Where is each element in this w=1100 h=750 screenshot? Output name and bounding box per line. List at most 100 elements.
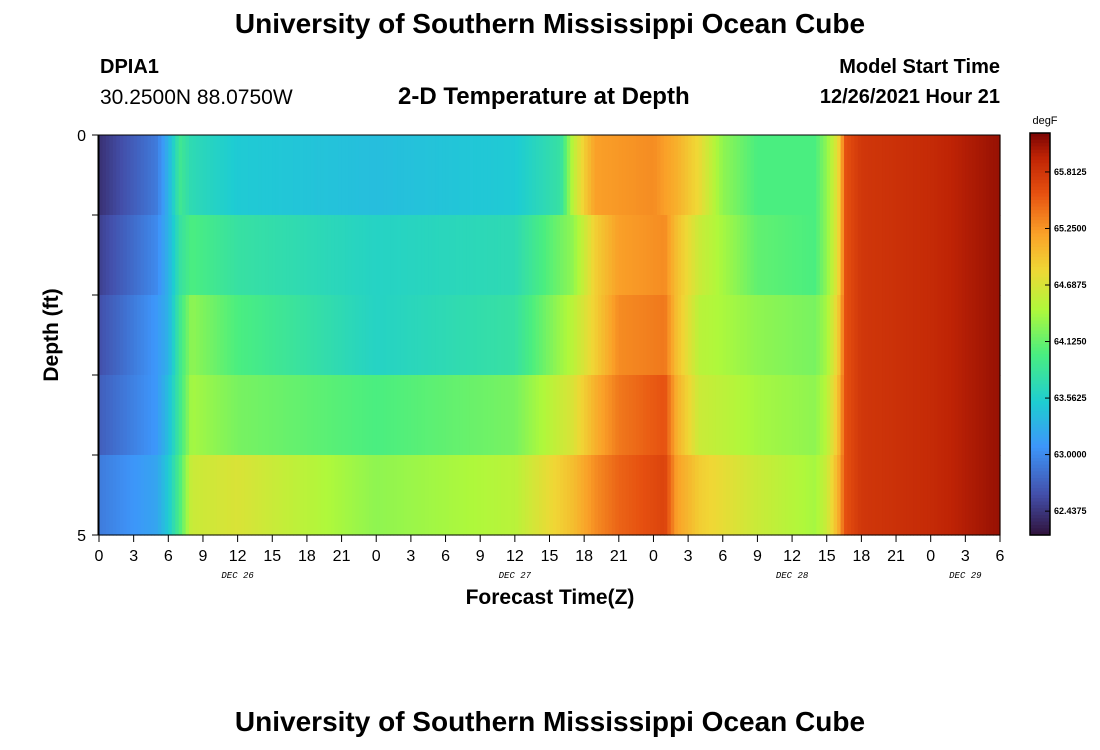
colorbar-swatch [1030,367,1050,372]
heatmap-cell [850,295,856,376]
heatmap-cell [812,135,817,216]
heatmap-cell [480,215,485,296]
colorbar-swatch [1030,250,1050,255]
heatmap-cell [968,455,973,536]
colorbar-tick-label: 64.6875 [1054,280,1087,290]
heatmap-cell [850,215,856,296]
heatmap-cell [102,215,107,296]
heatmap-cell [643,135,648,216]
heatmap-cell [379,135,384,216]
heatmap-cell [968,135,973,216]
heatmap-cell [799,295,804,376]
heatmap-cell [442,215,447,296]
y-axis-label: Depth (ft) [40,288,63,381]
heatmap-cell [667,295,672,376]
heatmap-cell [514,375,519,456]
heatmap-cell [902,135,908,216]
heatmap-cell [341,215,346,296]
heatmap-cell [241,455,246,536]
heatmap-cell [161,135,166,216]
heatmap-cell [546,215,551,296]
heatmap-cell [795,295,800,376]
heatmap-cell [972,455,977,536]
heatmap-cell [438,375,443,456]
heatmap-cell [358,135,363,216]
heatmap-cell [740,295,745,376]
heatmap-cell [972,295,977,376]
heatmap-cell [944,375,949,456]
heatmap-cell [802,295,807,376]
heatmap-cell [691,455,696,536]
heatmap-cell [147,375,152,456]
heatmap-cell [795,215,800,296]
heatmap-cell [518,455,523,536]
heatmap-cell [850,375,856,456]
heatmap-cell [857,375,862,456]
heatmap-cell [234,455,239,536]
heatmap-cell [282,375,287,456]
heatmap-cell [868,295,873,376]
heatmap-cell [428,455,433,536]
heatmap-cell [133,135,138,216]
heatmap-cell [753,215,759,296]
heatmap-cell [653,215,658,296]
heatmap-cell [757,375,762,456]
y-axis: 05 [77,128,99,545]
colorbar-swatch [1030,394,1050,399]
heatmap-cell [293,215,298,296]
heatmap-cell [313,295,318,376]
heatmap-cell [844,455,849,536]
colorbar-swatch [1030,133,1050,137]
heatmap-cell [334,135,339,216]
colorbar-swatch [1030,464,1050,469]
heatmap-cell [469,215,474,296]
heatmap-cell [227,375,232,456]
heatmap-cell [757,295,762,376]
heatmap-cell [390,455,395,536]
heatmap-cell [622,295,627,376]
heatmap-cell [968,215,973,296]
heatmap-cell [390,375,395,456]
heatmap-cell [317,375,322,456]
heatmap-cell [830,135,835,216]
heatmap-cell [383,295,388,376]
heatmap-cell [317,215,322,296]
heatmap-cell [643,375,648,456]
heatmap-cell [833,295,838,376]
heatmap-cell [452,295,457,376]
colorbar-swatch [1030,196,1050,201]
colorbar-swatch [1030,380,1050,385]
heatmap-cell [227,215,232,296]
heatmap-cell [237,135,242,216]
heatmap-cell [805,215,811,296]
colorbar-swatch [1030,270,1050,275]
heatmap-cell [258,295,263,376]
heatmap-cell [549,455,554,536]
heatmap-cell [171,135,176,216]
colorbar-swatch [1030,173,1050,178]
heatmap-cell [899,215,904,296]
heatmap-cell [937,135,942,216]
heatmap-cell [688,455,693,536]
heatmap-cell [504,455,509,536]
heatmap-cell [698,135,703,216]
heatmap-cell [546,375,551,456]
heatmap-cell [109,295,114,376]
heatmap-cell [473,135,478,216]
heatmap-cell [847,215,852,296]
heatmap-cell [192,295,197,376]
heatmap-cell [854,295,859,376]
heatmap-cell [566,135,571,216]
heatmap-cell [587,375,592,456]
heatmap-cell [265,375,270,456]
heatmap-cell [809,455,814,536]
heatmap-cell [785,135,790,216]
heatmap-cell [383,135,388,216]
heatmap-cell [338,295,343,376]
heatmap-cell [168,295,173,376]
date-label: DEC 28 [776,571,809,581]
heatmap-cell [802,375,807,456]
heatmap-cell [944,455,949,536]
heatmap-cell [896,135,901,216]
heatmap-cell [584,215,589,296]
